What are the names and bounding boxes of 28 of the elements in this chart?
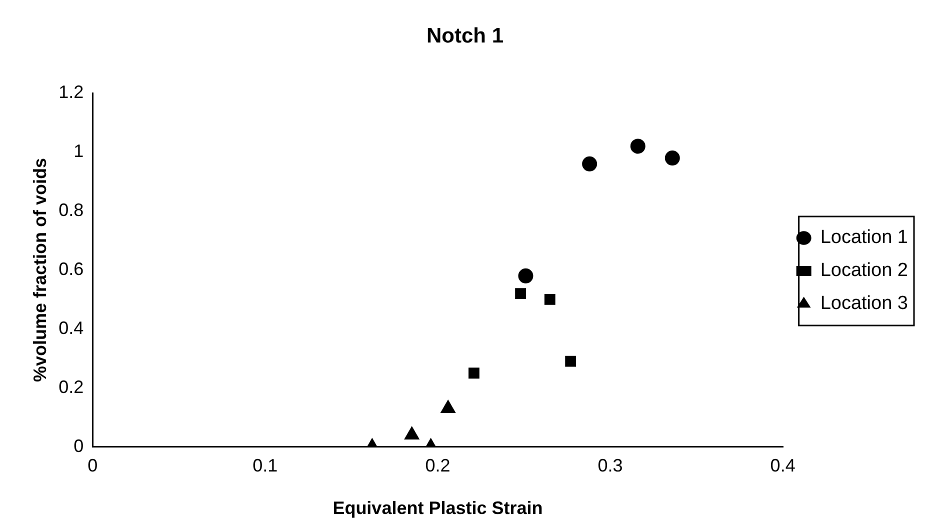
y-tick-label: 1 [74, 141, 84, 162]
point [630, 138, 646, 154]
x-tick-label: 0.2 [425, 456, 450, 476]
y-tick-label: 0.6 [58, 258, 84, 279]
point [404, 426, 420, 440]
y-tick-label: 0.8 [58, 200, 84, 220]
point [440, 400, 456, 413]
x-tick-label: 0.1 [252, 456, 278, 476]
legend-label: Location 3 [820, 293, 908, 314]
point [515, 288, 526, 300]
y-tick-label: 0.2 [58, 376, 84, 397]
point [544, 294, 556, 305]
point [664, 150, 680, 166]
x-tick-label: 0.3 [598, 456, 623, 476]
y-tick-label: 1.2 [58, 82, 84, 102]
y-tick-label: 0.4 [58, 318, 84, 338]
point [565, 356, 576, 367]
chart-title: Notch 1 [426, 24, 504, 48]
y-axis-title: %volume fraction of voids [30, 158, 50, 382]
x-tick-label: 0.4 [770, 456, 796, 476]
point [518, 268, 534, 284]
y-tick-label: 0 [74, 436, 84, 456]
x-tick-label: 0 [88, 456, 98, 476]
legend-label: Location 2 [820, 260, 908, 282]
point [468, 368, 480, 379]
point [582, 156, 598, 172]
legend-label: Location 1 [820, 227, 908, 248]
x-axis-title: Equivalent Plastic Strain [332, 498, 543, 518]
